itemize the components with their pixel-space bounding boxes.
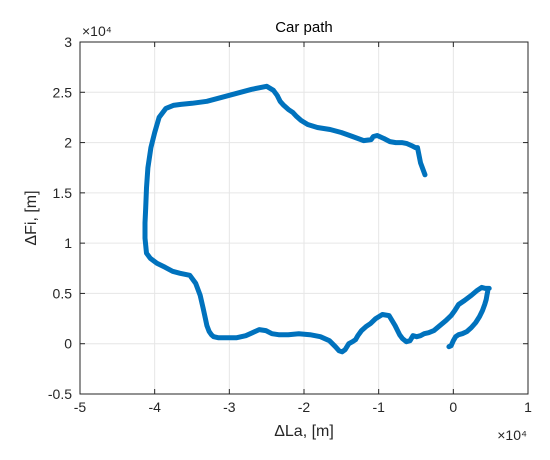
car-path-line-1 <box>142 83 492 355</box>
y-tick-label: 0 <box>64 336 72 352</box>
x-tick-label: -4 <box>148 399 161 415</box>
tick-labels: -5 -4 -3 -2 -1 0 1 -0.5 0 0.5 1 1.5 2 2.5 3 <box>48 34 532 415</box>
x-tick-label: 1 <box>524 399 532 415</box>
y-tick-label: 3 <box>64 34 72 50</box>
y-axis-label: ΔFi, [m] <box>23 190 40 245</box>
x-axis-multiplier: ×10⁴ <box>497 427 527 443</box>
car-path-line-2 <box>446 288 491 350</box>
y-tick-label: 1 <box>64 235 72 251</box>
y-tick-label: -0.5 <box>48 386 72 402</box>
axis-ticks <box>79 41 529 395</box>
x-tick-label: -1 <box>372 399 385 415</box>
series-layer <box>142 83 492 355</box>
y-tick-label: 0.5 <box>53 285 73 301</box>
x-tick-label: -3 <box>223 399 236 415</box>
chart-title: Car path <box>275 19 333 36</box>
y-tick-label: 1.5 <box>53 185 73 201</box>
x-tick-label: 0 <box>449 399 457 415</box>
x-axis-label: ΔLa, [m] <box>274 423 334 440</box>
x-tick-label: -2 <box>298 399 311 415</box>
y-tick-label: 2.5 <box>53 84 73 100</box>
y-tick-label: 2 <box>64 135 72 151</box>
x-tick-label: -5 <box>74 399 87 415</box>
y-axis-multiplier: ×10⁴ <box>82 23 112 39</box>
